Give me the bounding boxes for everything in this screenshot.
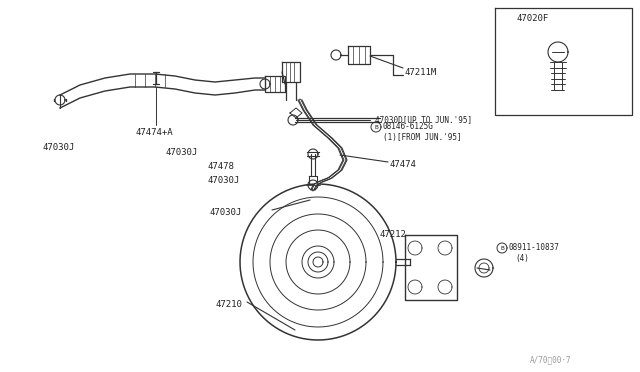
Text: 08146-6125G: 08146-6125G bbox=[383, 122, 434, 131]
Text: 08911-10837: 08911-10837 bbox=[509, 243, 560, 252]
Text: 47474+A: 47474+A bbox=[136, 128, 173, 137]
Text: 47211M: 47211M bbox=[405, 68, 437, 77]
Text: (1)[FROM JUN.'95]: (1)[FROM JUN.'95] bbox=[383, 133, 461, 142]
Text: 47474: 47474 bbox=[390, 160, 417, 169]
Text: 47020F: 47020F bbox=[517, 14, 549, 23]
Text: B: B bbox=[500, 246, 504, 250]
Text: 47030D[UP TO JUN.'95]: 47030D[UP TO JUN.'95] bbox=[375, 115, 472, 124]
Text: 47030J: 47030J bbox=[210, 208, 243, 217]
Text: 47212: 47212 bbox=[380, 230, 407, 239]
Text: (4): (4) bbox=[515, 254, 529, 263]
Text: 47030J: 47030J bbox=[207, 176, 239, 185]
Text: 47210: 47210 bbox=[215, 300, 242, 309]
Text: A/70⁂00·7: A/70⁂00·7 bbox=[530, 355, 572, 364]
Text: 47478: 47478 bbox=[207, 162, 234, 171]
Text: B: B bbox=[374, 125, 378, 129]
Text: 47030J: 47030J bbox=[42, 143, 74, 152]
Text: 47030J: 47030J bbox=[165, 148, 197, 157]
